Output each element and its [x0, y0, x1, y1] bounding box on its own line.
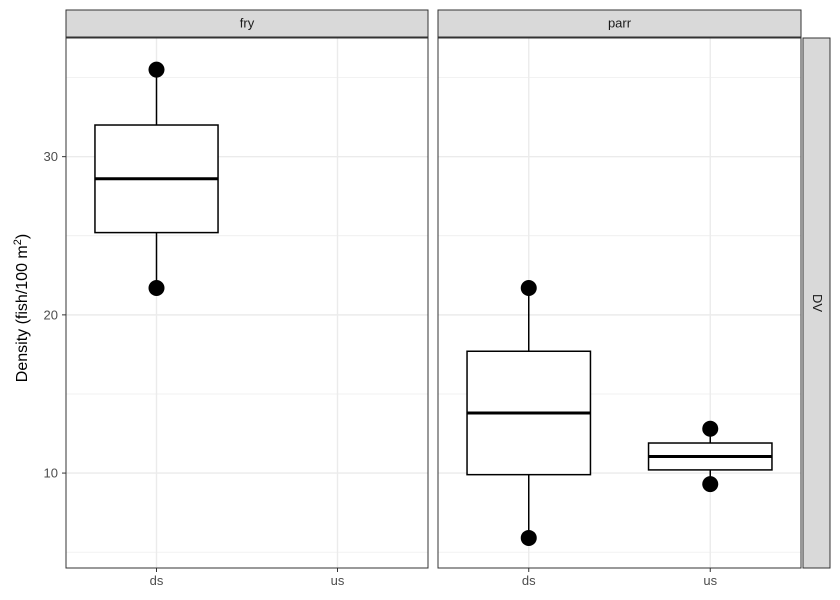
y-tick-label: 20 [44, 307, 58, 322]
row-strip-background [802, 37, 831, 569]
panel-parr: parr ds us [437, 9, 802, 588]
strip-label-parr: parr [608, 15, 632, 30]
y-tick-label: 10 [44, 466, 58, 481]
outlier-point [148, 279, 165, 296]
x-tick-label-us: us [331, 573, 345, 588]
panels-layer: fry ds us parr ds us [65, 9, 802, 588]
x-tick-label-us: us [703, 573, 717, 588]
x-tick-label-ds: ds [522, 573, 536, 588]
panel-fry: fry ds us [65, 9, 429, 588]
outlier-point [148, 61, 165, 78]
box-parr-ds [466, 279, 592, 546]
outlier-point [702, 420, 719, 437]
x-tick-label-ds: ds [150, 573, 164, 588]
y-axis: 10 20 30 [44, 149, 66, 481]
outlier-point [520, 279, 537, 296]
strip-background-fry [65, 9, 429, 38]
box-fry-ds [94, 61, 219, 296]
y-axis-title-text: Density (fish/100 m [14, 245, 31, 382]
panel-border [437, 37, 802, 569]
row-strip: DV [802, 37, 831, 569]
box-parr-us [647, 420, 773, 493]
strip-background-parr [437, 9, 802, 38]
y-axis-title-superscript: 2 [12, 239, 24, 245]
panel-border [65, 37, 429, 569]
y-tick-label: 30 [44, 149, 58, 164]
panel-background [438, 38, 801, 568]
strip-label-fry: fry [240, 15, 255, 30]
outlier-point [702, 476, 719, 493]
y-axis-title-close: ) [14, 234, 31, 239]
panel-background [66, 38, 428, 568]
outlier-point [520, 529, 537, 546]
y-axis-title: Density (fish/100 m2) [12, 234, 31, 382]
row-strip-label: DV [810, 294, 825, 312]
